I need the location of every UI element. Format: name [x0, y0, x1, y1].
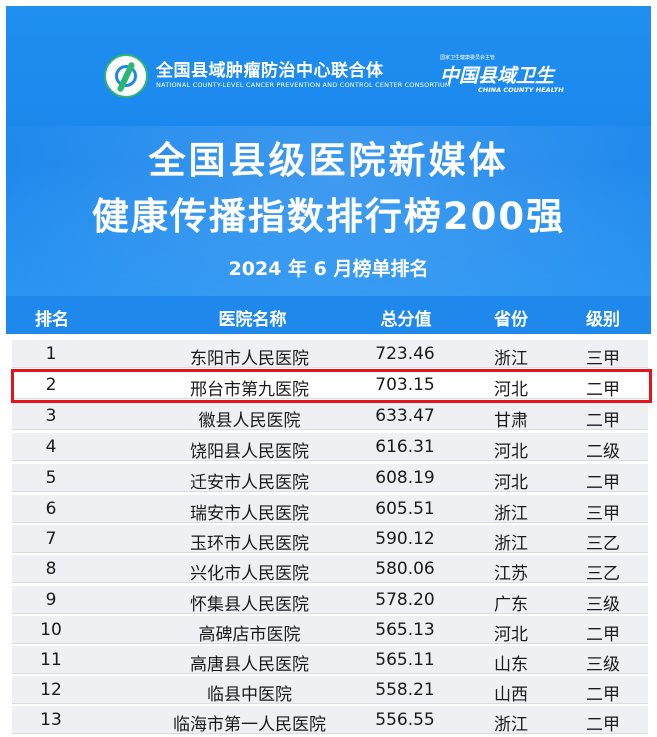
- cell-score: 616.31: [375, 437, 435, 457]
- cell-rank: 8: [45, 559, 57, 579]
- cell-level: 三甲: [586, 504, 620, 524]
- cell-province: 浙江: [494, 715, 528, 735]
- cell-score: 723.46: [375, 344, 435, 364]
- table-row: 4 饶阳县人民医院 616.31 河北 二级: [12, 433, 648, 462]
- table-row: 3 徽县人民医院 633.47 甘肃 二甲: [12, 402, 648, 431]
- table-row: 1 东阳市人民医院 723.46 浙江 三甲: [12, 340, 648, 369]
- cell-score: 556.55: [375, 710, 435, 730]
- cell-province: 河北: [494, 442, 528, 462]
- column-header-name: 医院名称: [218, 310, 287, 330]
- cell-level: 三级: [586, 595, 620, 615]
- column-header-rank: 排名: [35, 310, 69, 330]
- cell-level: 二甲: [586, 411, 620, 431]
- table-row: 13 临海市第一人民医院 556.55 浙江 二甲: [12, 706, 648, 735]
- header-banner: 全国县域肿瘤防治中心联合体 NATIONAL COUNTY-LEVEL CANC…: [6, 6, 651, 296]
- cell-score: 580.06: [375, 559, 435, 579]
- cell-name: 饶阳县人民医院: [190, 442, 309, 462]
- cell-name: 临海市第一人民医院: [173, 715, 326, 735]
- cell-rank: 3: [45, 406, 57, 426]
- table-header: 排名 医院名称 总分值 省份 级别: [6, 296, 651, 334]
- cell-name: 瑞安市人民医院: [190, 504, 309, 524]
- table-row: 8 兴化市人民医院 580.06 江苏 三乙: [12, 555, 648, 584]
- cell-level: 三甲: [586, 349, 620, 369]
- page-title-line1: 全国县级医院新媒体: [148, 139, 509, 182]
- cell-rank: 9: [45, 590, 57, 610]
- cell-score: 565.11: [375, 650, 435, 670]
- cell-name: 兴化市人民医院: [190, 564, 309, 584]
- cell-province: 浙江: [494, 504, 528, 524]
- page-title-line2: 健康传播指数排行榜200强: [91, 195, 566, 238]
- table-row: 7 玉环市人民医院 590.12 浙江 三乙: [12, 525, 648, 554]
- cell-rank: 4: [45, 437, 57, 457]
- cell-score: 590.12: [375, 529, 435, 549]
- cell-level: 三级: [586, 655, 620, 675]
- cell-province: 浙江: [494, 534, 528, 554]
- cell-name: 怀集县人民医院: [190, 595, 309, 615]
- cell-rank: 12: [40, 680, 62, 700]
- cell-level: 二甲: [586, 625, 620, 645]
- table-row: 5 迁安市人民医院 608.19 河北 二甲: [12, 464, 648, 493]
- cell-level: 二甲: [586, 380, 620, 400]
- cell-rank: 2: [45, 375, 57, 395]
- cell-name: 徽县人民医院: [198, 411, 301, 431]
- column-header-score: 总分值: [380, 310, 432, 330]
- cell-name: 迁安市人民医院: [190, 473, 309, 493]
- cell-province: 甘肃: [494, 411, 528, 431]
- table-row: 6 瑞安市人民医院 605.51 浙江 三甲: [12, 495, 648, 524]
- table-row: 11 高唐县人民医院 565.11 山东 三级: [12, 646, 648, 675]
- cell-rank: 5: [45, 468, 57, 488]
- cell-province: 山西: [494, 685, 528, 705]
- brand-logo-en: CHINA COUNTY HEALTH: [478, 86, 564, 94]
- banner-glow: [6, 126, 651, 296]
- cell-level: 二甲: [586, 715, 620, 735]
- cell-name: 高唐县人民医院: [190, 655, 309, 675]
- cell-province: 河北: [494, 380, 528, 400]
- table-row: 12 临县中医院 558.21 山西 二甲: [12, 676, 648, 705]
- table-row: 9 怀集县人民医院 578.20 广东 三级: [12, 586, 648, 615]
- cell-score: 703.15: [375, 375, 435, 395]
- page-subtitle: 2024 年 6 月榜单排名: [228, 258, 429, 280]
- cell-rank: 10: [40, 620, 62, 640]
- cell-score: 558.21: [375, 680, 435, 700]
- cell-name: 玉环市人民医院: [190, 534, 309, 554]
- cell-level: 二甲: [586, 685, 620, 705]
- cell-province: 广东: [494, 595, 528, 615]
- cell-score: 565.13: [375, 620, 435, 640]
- table-row: 2 邢台市第九医院 703.15 河北 二甲: [12, 371, 648, 400]
- column-header-province: 省份: [494, 310, 528, 330]
- cell-name: 邢台市第九医院: [190, 380, 309, 400]
- brand-tagline: 国家卫生健康委员会主管: [440, 55, 496, 61]
- cell-level: 二甲: [586, 473, 620, 493]
- cell-score: 605.51: [375, 499, 435, 519]
- column-header-level: 级别: [586, 310, 620, 330]
- cell-rank: 6: [45, 499, 57, 519]
- cell-level: 三乙: [586, 534, 620, 554]
- cell-level: 三乙: [586, 564, 620, 584]
- cell-rank: 1: [45, 344, 57, 364]
- cell-rank: 7: [45, 529, 57, 549]
- cell-province: 山东: [494, 655, 528, 675]
- brand-logo: 中国县域卫生: [440, 65, 555, 87]
- cell-level: 二级: [586, 442, 620, 462]
- cell-province: 河北: [494, 625, 528, 645]
- cell-name: 东阳市人民医院: [190, 349, 309, 369]
- org-name-en: NATIONAL COUNTY-LEVEL CANCER PREVENTION …: [156, 81, 451, 89]
- cell-rank: 13: [40, 710, 62, 730]
- org-name: 全国县域肿瘤防治中心联合体: [156, 61, 384, 81]
- cell-province: 河北: [494, 473, 528, 493]
- cell-rank: 11: [40, 650, 62, 670]
- cell-province: 江苏: [494, 564, 528, 584]
- cell-province: 浙江: [494, 349, 528, 369]
- cell-score: 578.20: [375, 590, 435, 610]
- logo-row: 全国县域肿瘤防治中心联合体 NATIONAL COUNTY-LEVEL CANC…: [104, 54, 574, 104]
- consortium-logo-icon: [104, 54, 148, 98]
- cell-name: 高碑店市医院: [198, 625, 301, 645]
- cell-score: 633.47: [375, 406, 435, 426]
- cell-score: 608.19: [375, 468, 435, 488]
- table-row: 10 高碑店市医院 565.13 河北 二甲: [12, 616, 648, 645]
- cell-name: 临县中医院: [207, 685, 292, 705]
